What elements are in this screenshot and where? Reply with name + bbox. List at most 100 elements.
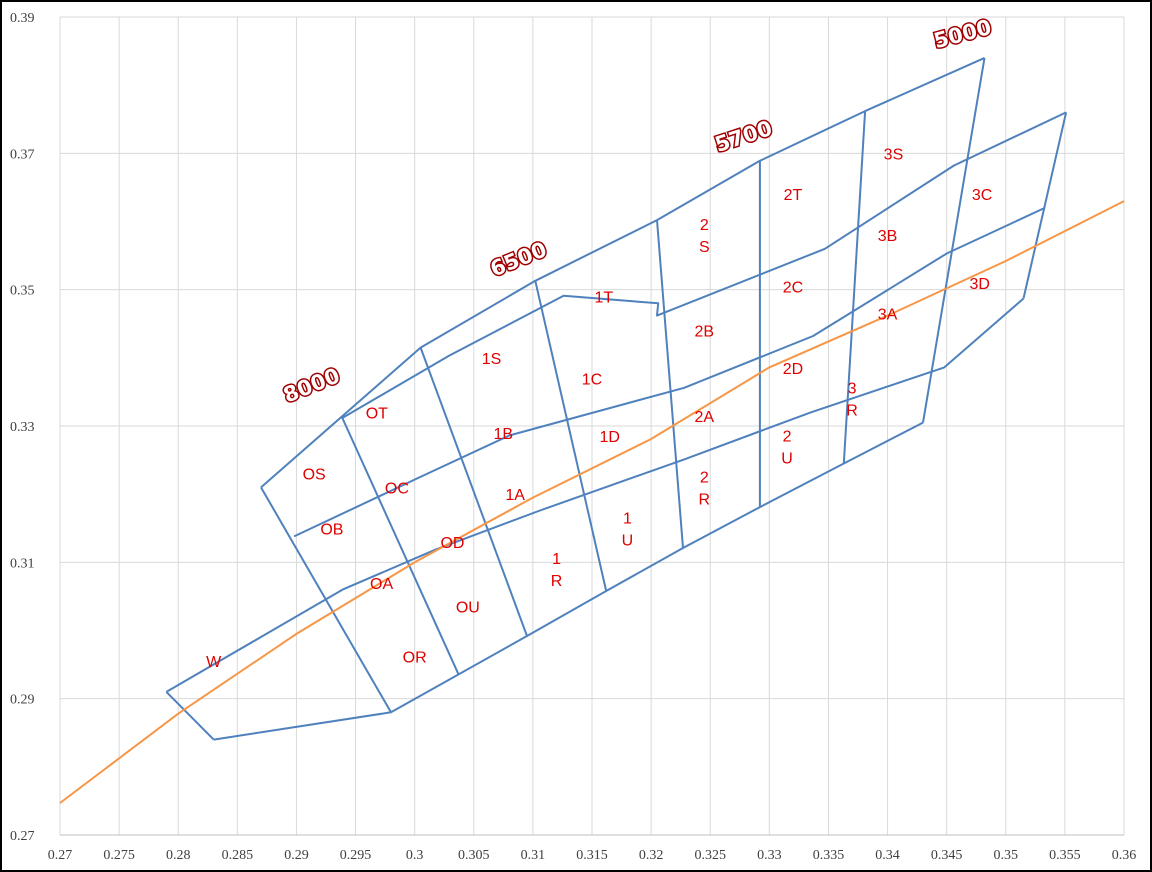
bin-label-line: 3B (878, 228, 898, 245)
cct-label: 5000 (931, 15, 994, 53)
bin-label-line: OU (456, 600, 480, 617)
cct-label: 8000 (280, 363, 343, 407)
bin-label-line: OC (385, 480, 409, 497)
bin-label: OU (456, 600, 480, 617)
bin-label: 3S (884, 146, 904, 163)
gridlines (59, 16, 1125, 836)
bin-label-line: R (846, 403, 858, 420)
bin-boundaries (165, 56, 1068, 741)
cct-label: 5700 (712, 116, 775, 157)
bin-label-line: 3S (884, 146, 904, 163)
bin-label-line: 3 (848, 381, 857, 398)
y-tick-label: 0.39 (10, 11, 35, 26)
bin-label-line: OR (403, 649, 427, 666)
bin-label: OS (303, 467, 326, 484)
y-tick-label: 0.35 (10, 284, 35, 299)
x-tick-label: 0.355 (1049, 848, 1081, 863)
x-tick-label: 0.34 (875, 848, 900, 863)
bin-label: 1S (482, 351, 502, 368)
bin-label: 2T (784, 187, 803, 204)
bin-label: 3A (878, 307, 898, 324)
x-tick-label: 0.325 (694, 848, 726, 863)
x-tick-label: 0.335 (813, 848, 845, 863)
x-tick-label: 0.305 (458, 848, 490, 863)
bin-label: 1B (494, 426, 514, 443)
bin-boundary-line (293, 206, 1046, 538)
bin-label-line: 1A (505, 487, 525, 504)
x-tick-label: 0.35 (994, 848, 1019, 863)
bin-label-line: OB (320, 521, 343, 538)
bin-label-line: 2C (783, 279, 803, 296)
bin-label-line: 3D (970, 276, 990, 293)
bin-label-line: 2D (783, 361, 803, 378)
bin-label: 2A (695, 409, 715, 426)
bin-label: 1D (600, 429, 620, 446)
bin-label-line: 1T (594, 289, 613, 306)
bin-boundary-line (165, 691, 215, 741)
cct-labels: 8000 6500 5700 5000 (278, 13, 995, 409)
bin-label-line: 2 (700, 469, 709, 486)
bin-label-line: U (781, 450, 793, 467)
bin-label-line: R (551, 573, 563, 590)
bin-label-line: 2 (700, 217, 709, 234)
bin-label-line: OA (370, 576, 393, 593)
bin-label: 1C (582, 371, 602, 388)
bin-label-line: 1D (600, 429, 620, 446)
bin-label: 2C (783, 279, 803, 296)
bin-label-line: 2T (784, 187, 803, 204)
locus-line (59, 200, 1125, 804)
x-tick-label: 0.275 (103, 848, 135, 863)
bin-label: OD (440, 535, 464, 552)
bin-label-line: W (206, 654, 222, 671)
y-tick-label: 0.37 (10, 147, 35, 162)
bin-boundary-line (340, 111, 1067, 420)
tick-labels: 0.27 0.275 0.28 0.285 0.29 0.295 0.3 0.305 0.31 0… (10, 11, 1136, 863)
bin-label-line: 1C (582, 371, 602, 388)
bin-label-line: 2A (695, 409, 715, 426)
bin-label: OT (366, 405, 388, 422)
bin-label-line: R (699, 491, 711, 508)
x-tick-label: 0.315 (576, 848, 608, 863)
bin-label-line: 1S (482, 351, 502, 368)
bin-boundary-line (922, 57, 986, 423)
x-tick-label: 0.36 (1112, 848, 1137, 863)
bin-label-line: OS (303, 467, 326, 484)
bin-boundary-line (341, 418, 460, 675)
y-tick-label: 0.33 (10, 420, 35, 435)
bin-boundary-line (842, 111, 867, 464)
x-tick-label: 0.345 (931, 848, 963, 863)
x-tick-label: 0.32 (639, 848, 664, 863)
bin-boundary-line (260, 56, 985, 489)
bin-label-line: 1B (494, 426, 514, 443)
bin-label-line: 3C (972, 187, 992, 204)
bin-label: 1T (594, 289, 613, 306)
bin-label: OB (320, 521, 343, 538)
x-tick-label: 0.28 (166, 848, 191, 863)
bin-label: 1A (505, 487, 525, 504)
bin-boundary-line (419, 347, 528, 637)
bin-boundary-line (534, 280, 608, 592)
y-tick-label: 0.29 (10, 693, 35, 708)
bin-label: OA (370, 576, 393, 593)
bin-label-line: U (622, 532, 634, 549)
y-tick-label: 0.27 (10, 829, 35, 844)
locus-series (59, 200, 1125, 804)
bin-boundary-line (213, 421, 924, 741)
bin-label-line: 2B (695, 324, 715, 341)
bin-label: W (206, 654, 222, 671)
x-tick-label: 0.295 (340, 848, 372, 863)
y-tick-label: 0.31 (10, 556, 35, 571)
bin-label-line: 1 (623, 510, 632, 527)
x-tick-label: 0.27 (48, 848, 73, 863)
bin-label-line: 3A (878, 307, 898, 324)
x-tick-label: 0.29 (284, 848, 309, 863)
bin-label: 3D (970, 276, 990, 293)
bin-label-line: S (699, 239, 710, 256)
bin-label: 3C (972, 187, 992, 204)
